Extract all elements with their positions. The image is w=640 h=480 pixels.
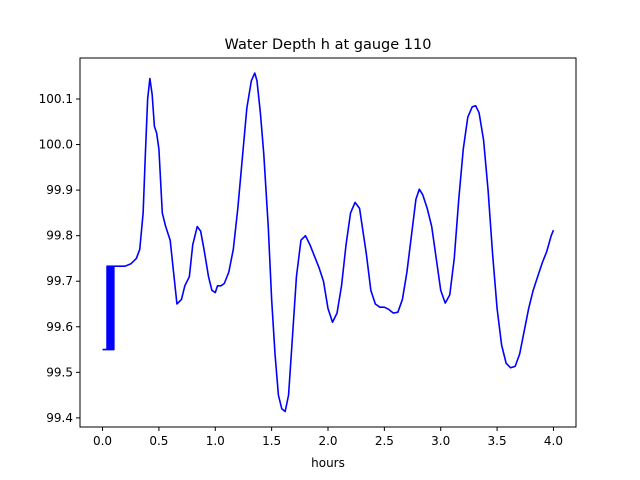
- series-line-1: [102, 72, 555, 413]
- y-tick-label: 99.5: [46, 365, 73, 379]
- y-tick-label: 99.4: [46, 411, 73, 425]
- y-tick-label: 100.0: [39, 138, 73, 152]
- x-tick-label: 4.0: [544, 434, 563, 448]
- x-axis-label: hours: [311, 456, 345, 470]
- x-tick-label: 1.0: [206, 434, 225, 448]
- x-axis: 0.0 0.5 1.0 1.5 2.0 2.5 3.0 3.5 4.0: [93, 427, 563, 448]
- chart-title: Water Depth h at gauge 110: [225, 37, 432, 53]
- y-tick-label: 99.8: [46, 229, 73, 243]
- plot-area: [102, 72, 555, 413]
- y-tick-label: 99.6: [46, 320, 73, 334]
- y-tick-label: 100.1: [39, 92, 73, 106]
- x-tick-label: 0.0: [93, 434, 112, 448]
- y-tick-label: 99.7: [46, 274, 73, 288]
- y-tick-label: 99.9: [46, 183, 73, 197]
- x-tick-label: 0.5: [149, 434, 168, 448]
- x-tick-label: 1.5: [262, 434, 281, 448]
- y-axis: 99.4 99.5 99.6 99.7 99.8 99.9 100.0 100.1: [39, 92, 80, 425]
- x-tick-label: 3.0: [431, 434, 450, 448]
- x-tick-label: 2.5: [375, 434, 394, 448]
- x-tick-label: 2.0: [318, 434, 337, 448]
- x-tick-label: 3.5: [488, 434, 507, 448]
